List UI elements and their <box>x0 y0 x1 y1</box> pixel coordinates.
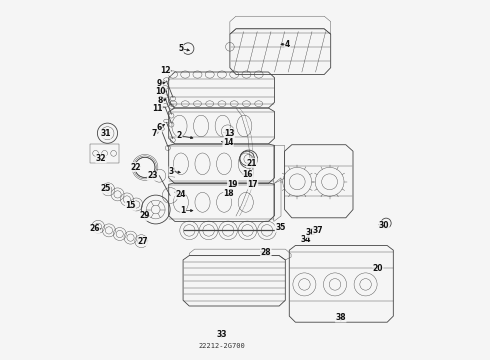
Text: 2: 2 <box>177 131 182 140</box>
Text: 35: 35 <box>275 223 286 232</box>
Text: 20: 20 <box>372 264 383 273</box>
Text: 3: 3 <box>169 167 174 176</box>
Text: 13: 13 <box>224 129 234 138</box>
Text: 15: 15 <box>125 202 136 210</box>
Text: 29: 29 <box>139 211 149 220</box>
Text: 33: 33 <box>217 330 227 338</box>
Text: 22212-2G700: 22212-2G700 <box>198 343 245 349</box>
Text: 8: 8 <box>158 96 163 105</box>
Text: 12: 12 <box>161 66 171 75</box>
Text: 4: 4 <box>285 40 290 49</box>
Text: 34: 34 <box>301 235 312 244</box>
Text: 28: 28 <box>261 248 271 257</box>
Text: 14: 14 <box>223 139 233 148</box>
Text: 6: 6 <box>157 123 162 132</box>
Text: 24: 24 <box>175 190 185 199</box>
Text: 25: 25 <box>100 184 111 193</box>
Text: 9: 9 <box>157 79 162 88</box>
Text: 19: 19 <box>227 180 238 189</box>
Text: 7: 7 <box>151 129 157 138</box>
Text: 21: 21 <box>246 158 257 167</box>
Text: 37: 37 <box>313 226 323 235</box>
Text: 36: 36 <box>305 229 316 238</box>
Text: 11: 11 <box>152 104 163 112</box>
Text: 23: 23 <box>147 171 158 180</box>
Text: 31: 31 <box>100 129 111 138</box>
Bar <box>90 144 119 163</box>
Text: 10: 10 <box>155 87 165 96</box>
Text: 17: 17 <box>247 180 258 189</box>
Text: 22: 22 <box>130 163 141 171</box>
Text: 30: 30 <box>379 221 389 230</box>
Text: 5: 5 <box>178 44 183 53</box>
Text: 27: 27 <box>138 237 148 246</box>
Text: 38: 38 <box>336 313 346 322</box>
Text: 18: 18 <box>223 189 234 198</box>
Text: 26: 26 <box>89 225 100 234</box>
Text: 1: 1 <box>180 206 186 215</box>
Text: 32: 32 <box>96 154 106 163</box>
Text: 16: 16 <box>243 171 253 180</box>
